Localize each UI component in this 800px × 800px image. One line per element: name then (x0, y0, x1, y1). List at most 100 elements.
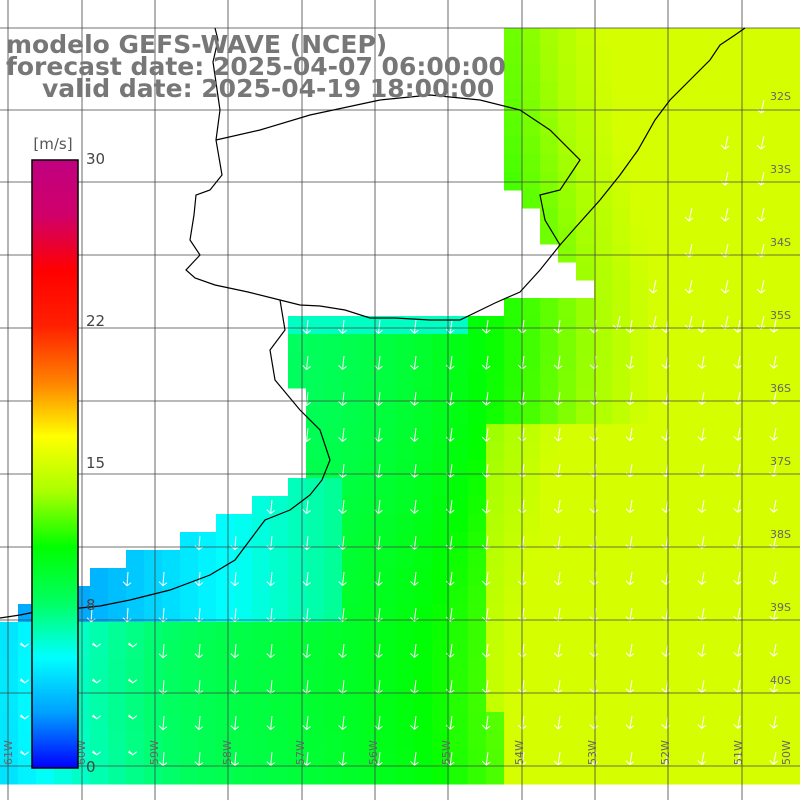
wind-cell (324, 604, 343, 623)
wind-cell (414, 370, 433, 389)
wind-cell (756, 622, 775, 641)
wind-cell (432, 406, 451, 425)
wind-cell (414, 406, 433, 425)
wind-cell (414, 334, 433, 353)
wind-cell (198, 658, 217, 677)
wind-cell (684, 496, 703, 515)
wind-cell (792, 550, 800, 569)
wind-cell (630, 262, 649, 281)
wind-cell (756, 550, 775, 569)
wind-cell (648, 640, 667, 659)
wind-cell (702, 532, 721, 551)
wind-cell (774, 190, 793, 209)
wind-cell (792, 640, 800, 659)
wind-cell (792, 334, 800, 353)
wind-arrow (302, 427, 311, 443)
wind-cell (522, 190, 541, 209)
wind-cell (774, 694, 793, 713)
wind-cell (198, 640, 217, 659)
wind-cell (324, 352, 343, 371)
wind-cell (342, 586, 361, 605)
wind-cell (324, 370, 343, 389)
wind-cell (288, 586, 307, 605)
wind-cell (594, 532, 613, 551)
wind-cell (270, 496, 289, 515)
wind-cell (396, 334, 415, 353)
wind-cell (612, 442, 631, 461)
wind-cell (666, 388, 685, 407)
wind-arrow (756, 207, 766, 222)
wind-cell (630, 766, 649, 785)
wind-cell (306, 586, 325, 605)
wind-cell (612, 550, 631, 569)
wind-cell (180, 640, 199, 659)
wind-cell (90, 712, 109, 731)
wind-cell (558, 460, 577, 479)
title-valid-date: valid date: 2025-04-19 18:00:00 (42, 74, 495, 103)
wind-cell (756, 424, 775, 443)
wind-cell (648, 532, 667, 551)
wind-cell (648, 136, 667, 155)
wind-cell (288, 622, 307, 641)
wind-cell (558, 298, 577, 317)
wind-cell (774, 712, 793, 731)
wind-cell (666, 298, 685, 317)
wind-cell (540, 334, 559, 353)
wind-cell (342, 388, 361, 407)
wind-cell (576, 622, 595, 641)
wind-cell (306, 370, 325, 389)
wind-cell (522, 694, 541, 713)
wind-cell (702, 226, 721, 245)
wind-cell (774, 136, 793, 155)
wind-cell (396, 370, 415, 389)
wind-cell (396, 532, 415, 551)
wind-arrow (374, 751, 383, 766)
wind-cell (450, 442, 469, 461)
wind-arrow (481, 355, 491, 370)
wind-cell (378, 442, 397, 461)
wind-cell (306, 388, 325, 407)
wind-cell (792, 442, 800, 461)
wind-cell (306, 460, 325, 479)
wind-arrow (127, 714, 138, 720)
wind-cell (612, 568, 631, 587)
wind-cell (558, 28, 577, 47)
wind-arrow (127, 642, 138, 648)
wind-arrow (625, 751, 635, 766)
wind-cell (144, 748, 163, 767)
wind-cell (216, 514, 235, 533)
wind-cell (162, 730, 181, 749)
wind-cell (702, 388, 721, 407)
wind-cell (774, 226, 793, 245)
wind-cell (360, 388, 379, 407)
wind-cell (504, 352, 523, 371)
wind-cell (486, 316, 505, 335)
wind-cell (720, 766, 739, 785)
wind-cell (738, 316, 757, 335)
wind-cell (108, 748, 127, 767)
wind-cell (468, 586, 487, 605)
longitude-label: 50W (780, 740, 793, 765)
wind-cell (216, 658, 235, 677)
wind-cell (522, 730, 541, 749)
wind-cell (522, 424, 541, 443)
wind-arrow (230, 715, 240, 731)
wind-cell (486, 550, 505, 569)
wind-cell (342, 514, 361, 533)
wind-arrow (733, 499, 742, 513)
longitude-label: 53W (586, 740, 599, 765)
wind-cell (540, 532, 559, 551)
wind-cell (684, 100, 703, 119)
wind-cell (90, 730, 109, 749)
wind-cell (378, 370, 397, 389)
wind-arrow (756, 279, 766, 294)
wind-cell (396, 406, 415, 425)
wind-arrow (374, 355, 383, 370)
wind-cell (720, 604, 739, 623)
wind-arrow (697, 643, 707, 658)
wind-arrow (374, 391, 383, 406)
wind-cell (576, 118, 595, 137)
latitude-label: 34S (770, 236, 791, 249)
wind-cell (756, 118, 775, 137)
